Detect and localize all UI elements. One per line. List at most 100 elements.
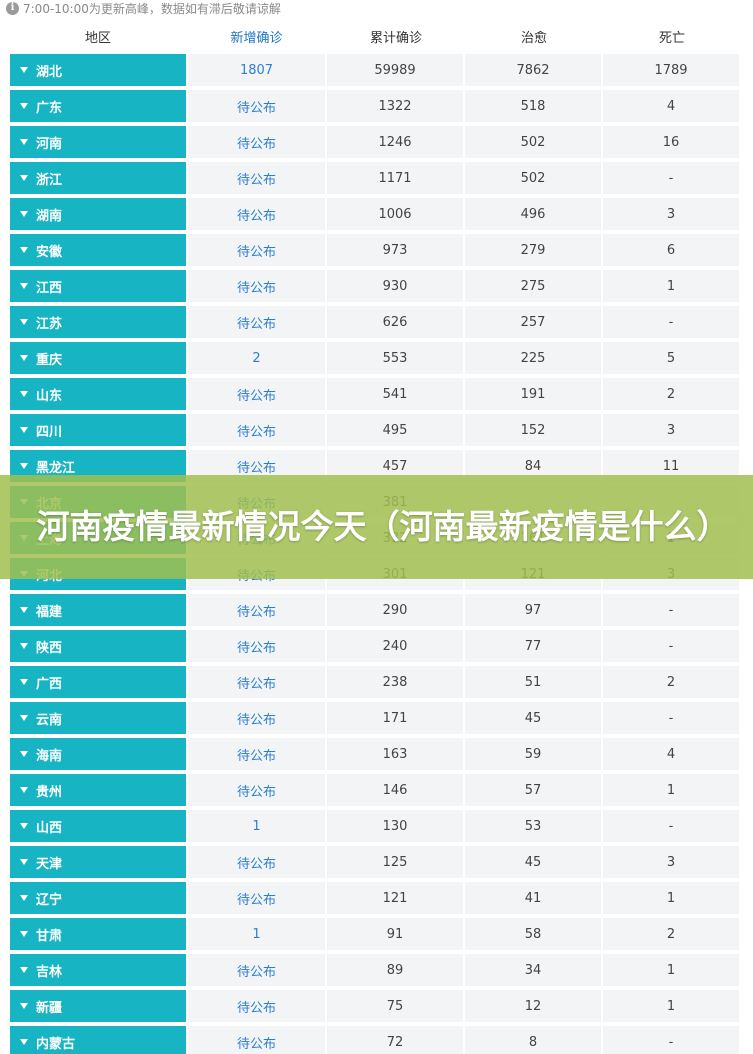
region-toggle[interactable]: 陕西 — [10, 630, 186, 662]
table-row: 云南 待公布 171 45- — [10, 702, 753, 738]
cell-dead: 4 — [603, 738, 739, 770]
caret-down-icon — [20, 931, 28, 937]
cell-new: 待公布 — [188, 594, 325, 626]
table-row: 安徽 待公布 973 279 6 — [10, 234, 753, 270]
region-name: 海南 — [36, 748, 63, 764]
cell-total: 240 — [327, 630, 463, 662]
cell-new: 待公布 — [188, 414, 325, 446]
region-name: 黑龙江 — [36, 460, 76, 476]
region-toggle[interactable]: 云南 — [10, 702, 186, 734]
cell-dead: 4 — [603, 90, 739, 122]
cell-dead: - — [603, 702, 739, 734]
cell-cured: 41 — [465, 882, 601, 914]
cell-cured: 279 — [465, 234, 601, 266]
cell-cured: 502 — [465, 162, 601, 194]
cell-dead: 1789 — [603, 54, 739, 86]
cell-cured: 97 — [465, 594, 601, 626]
banner-title: 河南疫情最新情况今天（河南最新疫情是什么） — [36, 507, 730, 546]
region-name: 山西 — [36, 820, 63, 836]
table-row: 山东 待公布 541 191 2 — [10, 378, 753, 414]
table-row: 福建 待公布 290 97- — [10, 594, 753, 630]
cell-dead: - — [603, 810, 739, 842]
region-toggle[interactable]: 河南 — [10, 126, 186, 158]
cell-total: 290 — [327, 594, 463, 626]
region-name: 新疆 — [36, 1000, 63, 1016]
cell-cured: 496 — [465, 198, 601, 230]
header-dead: 死亡 — [658, 30, 685, 46]
cell-cured: 7862 — [465, 54, 601, 86]
cell-new: 待公布 — [188, 378, 325, 410]
cell-dead: - — [603, 306, 739, 338]
cell-new: 待公布 — [188, 1026, 325, 1054]
cell-new: 待公布 — [188, 198, 325, 230]
cell-total: 238 — [327, 666, 463, 698]
region-toggle[interactable]: 广东 — [10, 90, 186, 122]
cell-cured: 12 — [465, 990, 601, 1022]
table-row: 海南 待公布 163 59 4 — [10, 738, 753, 774]
region-name: 福建 — [36, 604, 63, 620]
cell-cured: 502 — [465, 126, 601, 158]
region-toggle[interactable]: 新疆 — [10, 990, 186, 1022]
cell-cured: 45 — [465, 846, 601, 878]
cell-new: 2 — [188, 342, 325, 374]
update-notice: i 7:00-10:00为更新高峰，数据如有滞后敬请谅解 — [6, 0, 281, 16]
cell-total: 553 — [327, 342, 463, 374]
region-name: 四川 — [36, 424, 63, 440]
cell-new: 待公布 — [188, 846, 325, 878]
region-toggle[interactable]: 吉林 — [10, 954, 186, 986]
cell-dead: 6 — [603, 234, 739, 266]
region-toggle[interactable]: 山东 — [10, 378, 186, 410]
cell-dead: 2 — [603, 378, 739, 410]
region-toggle[interactable]: 海南 — [10, 738, 186, 770]
cell-new: 待公布 — [188, 990, 325, 1022]
caret-down-icon — [20, 391, 28, 397]
region-name: 云南 — [36, 712, 63, 728]
cell-total: 91 — [327, 918, 463, 950]
region-name: 辽宁 — [36, 892, 63, 908]
region-toggle[interactable]: 江苏 — [10, 306, 186, 338]
region-toggle[interactable]: 重庆 — [10, 342, 186, 374]
region-toggle[interactable]: 安徽 — [10, 234, 186, 266]
cell-cured: 57 — [465, 774, 601, 806]
region-toggle[interactable]: 福建 — [10, 594, 186, 626]
table-row: 广西 待公布 238 51 2 — [10, 666, 753, 702]
cell-dead: 5 — [603, 342, 739, 374]
cell-new: 待公布 — [188, 90, 325, 122]
caret-down-icon — [20, 967, 28, 973]
caret-down-icon — [20, 823, 28, 829]
region-toggle[interactable]: 甘肃 — [10, 918, 186, 950]
cell-new: 待公布 — [188, 162, 325, 194]
cell-dead: - — [603, 1026, 739, 1054]
region-toggle[interactable]: 山西 — [10, 810, 186, 842]
region-name: 广东 — [36, 100, 63, 116]
caret-down-icon — [20, 247, 28, 253]
cell-total: 130 — [327, 810, 463, 842]
cell-total: 1171 — [327, 162, 463, 194]
region-name: 湖南 — [36, 208, 63, 224]
region-toggle[interactable]: 辽宁 — [10, 882, 186, 914]
cell-new: 1807 — [188, 54, 325, 86]
region-name: 江苏 — [36, 316, 63, 332]
region-toggle[interactable]: 浙江 — [10, 162, 186, 194]
region-toggle[interactable]: 天津 — [10, 846, 186, 878]
caret-down-icon — [20, 175, 28, 181]
region-toggle[interactable]: 四川 — [10, 414, 186, 446]
table-row: 湖北 1807 59989 7862 1789 — [10, 54, 753, 90]
caret-down-icon — [20, 463, 28, 469]
cell-dead: 3 — [603, 198, 739, 230]
cell-cured: 58 — [465, 918, 601, 950]
region-toggle[interactable]: 湖北 — [10, 54, 186, 86]
table-row: 甘肃 1 91 58 2 — [10, 918, 753, 954]
table-row: 陕西 待公布 240 77- — [10, 630, 753, 666]
region-toggle[interactable]: 广西 — [10, 666, 186, 698]
caret-down-icon — [20, 895, 28, 901]
region-name: 江西 — [36, 280, 63, 296]
cell-new: 待公布 — [188, 738, 325, 770]
table-row: 重庆 2 553 225 5 — [10, 342, 753, 378]
cell-total: 59989 — [327, 54, 463, 86]
region-toggle[interactable]: 贵州 — [10, 774, 186, 806]
region-name: 浙江 — [36, 172, 63, 188]
region-toggle[interactable]: 内蒙古 — [10, 1026, 186, 1054]
region-toggle[interactable]: 湖南 — [10, 198, 186, 230]
region-toggle[interactable]: 江西 — [10, 270, 186, 302]
